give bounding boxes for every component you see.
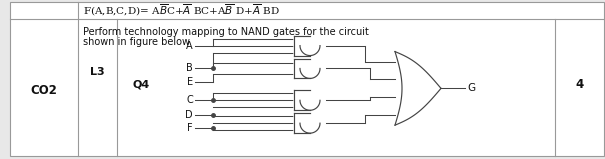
Text: C: C bbox=[186, 95, 193, 105]
Polygon shape bbox=[294, 113, 320, 133]
Text: B: B bbox=[186, 63, 193, 73]
Polygon shape bbox=[294, 36, 320, 55]
Text: 4: 4 bbox=[575, 78, 584, 91]
Text: A: A bbox=[186, 41, 193, 51]
Text: E: E bbox=[187, 77, 193, 87]
Text: Perform technology mapping to NAND gates for the circuit: Perform technology mapping to NAND gates… bbox=[83, 27, 369, 37]
Text: CO2: CO2 bbox=[31, 84, 57, 97]
Text: L3: L3 bbox=[90, 67, 105, 77]
Text: shown in figure below: shown in figure below bbox=[83, 37, 190, 47]
Polygon shape bbox=[395, 52, 441, 125]
Polygon shape bbox=[294, 90, 320, 110]
Polygon shape bbox=[294, 59, 320, 78]
Text: D: D bbox=[185, 110, 193, 120]
Text: F(A,B,C,D)= A$\overline{B}$C+$\overline{A}$ BC+A$\overline{B}$ D+$\overline{A}$ : F(A,B,C,D)= A$\overline{B}$C+$\overline{… bbox=[83, 2, 280, 17]
Text: G: G bbox=[467, 83, 475, 93]
Text: F: F bbox=[188, 123, 193, 133]
Text: Q4: Q4 bbox=[132, 79, 149, 89]
